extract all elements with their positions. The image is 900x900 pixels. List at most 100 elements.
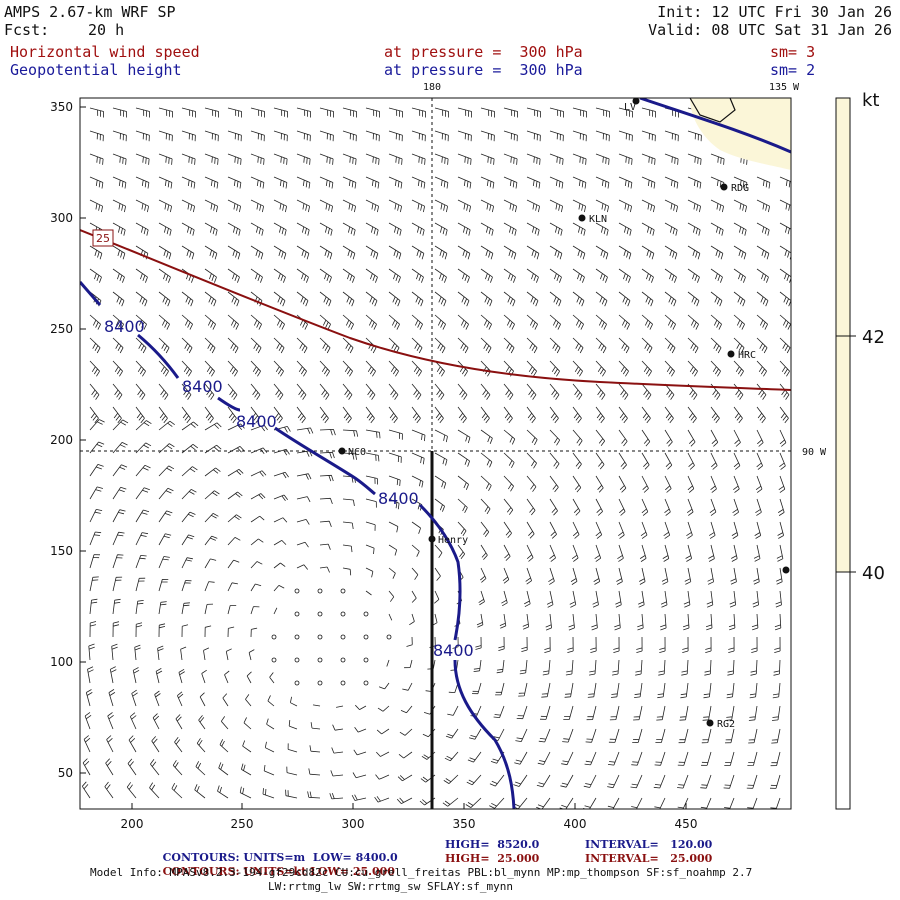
- field1-name: Horizontal wind speed: [10, 43, 200, 61]
- wind-barb: [89, 598, 98, 615]
- wind-barb: [473, 659, 482, 672]
- wind-barb: [319, 451, 335, 459]
- wind-barb: [331, 747, 344, 754]
- wind-barb: [227, 222, 241, 236]
- wind-barb: [342, 245, 356, 260]
- wind-barb: [752, 590, 759, 608]
- wind-barb: [250, 176, 265, 189]
- wind-barb: [181, 580, 192, 592]
- calm-wind-marker: [294, 588, 300, 594]
- wind-barb: [310, 722, 321, 730]
- wind-barb: [250, 222, 264, 236]
- wind-barb: [776, 567, 783, 585]
- wind-barb: [250, 314, 262, 330]
- wind-barb: [204, 513, 219, 523]
- wind-barb: [480, 153, 495, 165]
- wind-barb: [296, 519, 310, 525]
- wind-barb: [710, 452, 718, 470]
- calm-wind-marker: [317, 657, 323, 663]
- wind-barb: [273, 471, 289, 479]
- wind-barb: [733, 383, 744, 400]
- wind-barb: [687, 245, 701, 260]
- wind-barb: [158, 465, 175, 477]
- wind-barb: [639, 567, 646, 585]
- wind-barb: [501, 590, 508, 607]
- wind-barb: [204, 625, 212, 638]
- wind-barb: [388, 383, 399, 400]
- wind-barb: [595, 314, 607, 330]
- wind-barb: [687, 360, 698, 377]
- wind-barb: [181, 107, 196, 118]
- wind-barb: [664, 314, 676, 330]
- wind-barb: [733, 337, 745, 354]
- wind-barb: [411, 360, 422, 377]
- wind-barb: [731, 521, 739, 539]
- height-contour-segment: [453, 659, 516, 809]
- wind-barb: [131, 689, 138, 707]
- wind-barb: [756, 360, 767, 377]
- wind-barb: [342, 291, 355, 307]
- wind-barb: [227, 468, 244, 477]
- wind-barb: [457, 383, 468, 400]
- wind-barb: [467, 751, 482, 763]
- wind-barb: [307, 791, 321, 799]
- wind-barb: [542, 659, 551, 676]
- wind-barb: [618, 475, 627, 493]
- wind-barb: [710, 383, 721, 400]
- wind-barb: [480, 498, 491, 515]
- wind-barb: [319, 474, 334, 482]
- wind-barb: [526, 544, 534, 562]
- wind-barb: [606, 797, 620, 809]
- wind-barb: [773, 659, 781, 676]
- wind-barb: [342, 383, 353, 400]
- wind-barb: [365, 406, 375, 424]
- wind-barb: [89, 268, 102, 283]
- wind-barb: [250, 245, 264, 260]
- colorbar-fill: [836, 98, 850, 572]
- wind-barbs: [81, 107, 791, 809]
- wind-barb: [135, 222, 149, 236]
- wind-barb: [631, 751, 643, 766]
- wind-barb: [181, 153, 196, 165]
- station-label-hrc: HRC: [738, 350, 756, 361]
- wind-barb: [204, 383, 215, 400]
- wind-barb: [756, 406, 766, 424]
- wind-barb: [701, 751, 712, 766]
- wind-barb: [545, 613, 552, 631]
- model-info-2: LW:rrtmg_lw SW:rrtmg_sw SFLAY:sf_mynn: [268, 880, 514, 893]
- wind-barb: [526, 176, 541, 189]
- wind-barb: [388, 360, 399, 377]
- wind-barb: [388, 337, 400, 354]
- wind-barb: [657, 682, 666, 699]
- wind-barb: [227, 383, 238, 400]
- wind-barb: [296, 427, 314, 434]
- plot-frame: [79, 97, 792, 810]
- wind-barb: [83, 735, 91, 753]
- wind-barb: [127, 758, 137, 776]
- wind-barb: [388, 613, 393, 621]
- wind-barb: [411, 245, 425, 260]
- wind-barb: [664, 176, 679, 189]
- wind-barb: [503, 498, 514, 515]
- wind-barb: [618, 314, 630, 330]
- wind-barb: [342, 337, 354, 354]
- wind-barb: [388, 590, 395, 602]
- wind-barb: [365, 337, 377, 354]
- wind-barb: [493, 705, 505, 718]
- wind-barb: [264, 741, 275, 753]
- wind-barb: [365, 107, 380, 118]
- wind-barb: [109, 666, 117, 684]
- wind-barb: [753, 567, 760, 585]
- wind-barb: [779, 176, 791, 188]
- wind-barb: [388, 130, 403, 142]
- wind-barb: [701, 728, 712, 744]
- wind-barb: [468, 728, 482, 740]
- wind-barb: [572, 130, 587, 142]
- wind-barb: [503, 429, 516, 445]
- station-label-nco: NCO: [348, 447, 366, 458]
- y-tick: 200: [50, 433, 73, 447]
- wind-barb: [89, 153, 104, 165]
- wind-barb: [664, 406, 674, 424]
- wind-barb: [503, 475, 514, 492]
- wind-barb: [273, 406, 283, 424]
